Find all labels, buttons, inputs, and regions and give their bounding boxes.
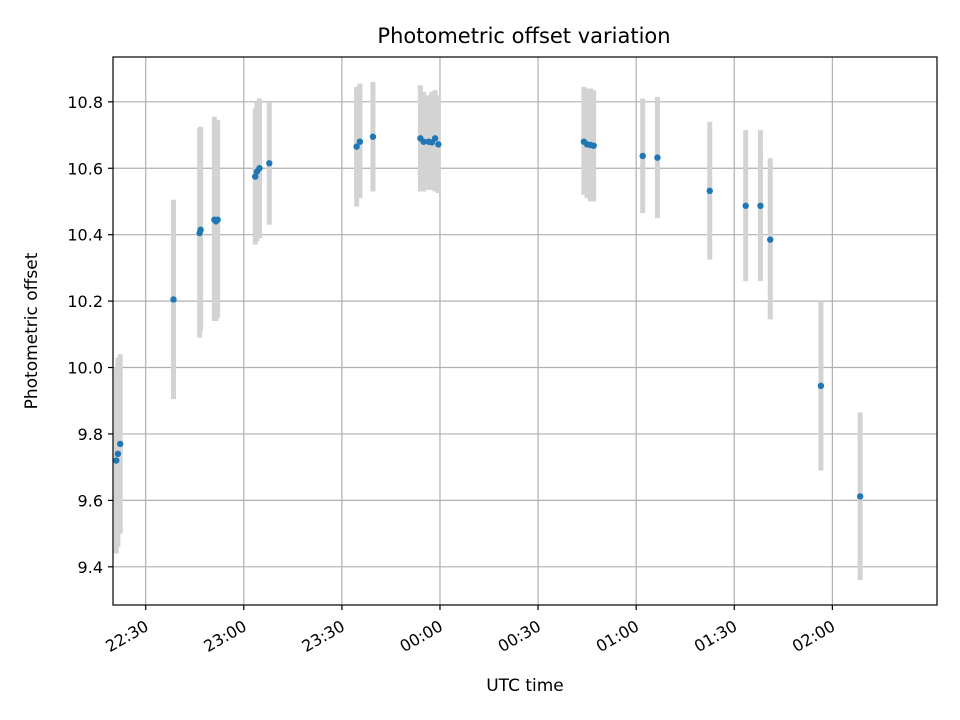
data-point — [654, 154, 661, 161]
tick-layer: 9.4 9.6 9.8 10.0 10.2 10.4 10.6 10.8 22:30 23:00 2… — [67, 93, 838, 656]
data-point — [817, 382, 825, 389]
y-tick-label: 10.2 — [67, 292, 103, 311]
x-tick-label: 01:00 — [593, 616, 642, 656]
data-point — [435, 141, 442, 148]
point-layer — [113, 133, 864, 500]
x-tick-label: 23:00 — [200, 616, 249, 656]
y-tick-label: 9.6 — [78, 491, 103, 510]
x-tick-label: 01:30 — [691, 616, 740, 656]
chart-title: Photometric offset variation — [377, 24, 670, 48]
y-tick-label: 10.0 — [67, 359, 103, 378]
x-tick-label: 22:30 — [102, 616, 151, 656]
data-point — [116, 440, 124, 448]
x-tick-label: 02:00 — [789, 616, 838, 656]
y-tick-label: 10.4 — [67, 226, 103, 245]
data-point — [113, 457, 120, 464]
data-point — [256, 165, 263, 172]
data-point — [266, 160, 273, 167]
data-point — [706, 187, 713, 195]
data-point — [214, 216, 221, 223]
plot-frame — [112, 56, 938, 606]
data-point — [431, 135, 439, 142]
y-tick-label: 9.8 — [78, 425, 103, 444]
data-point — [369, 133, 377, 140]
x-tick-label: 00:30 — [495, 616, 544, 656]
data-point — [420, 138, 427, 145]
data-point — [114, 450, 122, 458]
data-point — [356, 138, 364, 145]
x-tick-label: 00:00 — [397, 616, 446, 656]
data-point — [767, 236, 774, 243]
x-tick-label: 23:30 — [298, 616, 347, 656]
data-point — [197, 226, 204, 233]
y-tick-label: 10.6 — [67, 159, 103, 178]
data-point — [590, 142, 597, 149]
errorbar-layer — [113, 81, 863, 581]
data-point — [856, 493, 864, 500]
grid-layer — [113, 57, 937, 605]
data-point — [639, 152, 646, 160]
y-tick-label: 10.8 — [67, 93, 103, 112]
y-tick-label: 9.4 — [78, 558, 103, 577]
x-axis-label: UTC time — [486, 676, 564, 696]
y-axis-label: Photometric offset — [22, 252, 42, 409]
data-point — [742, 202, 749, 209]
data-point — [353, 143, 360, 150]
data-point — [252, 173, 259, 180]
data-point — [170, 296, 177, 303]
data-point — [757, 202, 764, 209]
